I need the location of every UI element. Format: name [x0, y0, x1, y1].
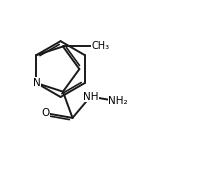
Text: N: N — [32, 78, 40, 88]
Text: NH₂: NH₂ — [108, 96, 128, 106]
Text: CH₃: CH₃ — [91, 41, 109, 51]
Text: NH: NH — [83, 92, 98, 101]
Text: O: O — [41, 108, 49, 118]
